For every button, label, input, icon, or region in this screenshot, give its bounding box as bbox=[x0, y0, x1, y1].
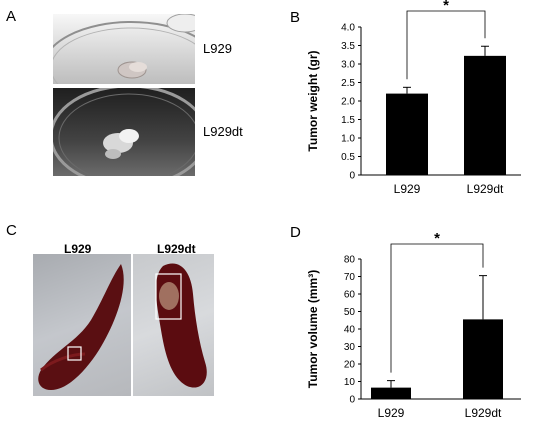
volume-category-label: L929dt bbox=[465, 406, 502, 420]
volume-bar-l929dt bbox=[463, 319, 503, 399]
volume-y-tick-label: 60 bbox=[344, 290, 356, 301]
weight-category-label: L929dt bbox=[467, 182, 504, 196]
spleen-title-l929dt: L929dt bbox=[157, 242, 196, 256]
weight-y-axis-label: Tumor weight (gr) bbox=[306, 50, 320, 151]
weight-bar-l929 bbox=[386, 93, 428, 175]
weight-significance-star: * bbox=[443, 0, 449, 14]
tumor-weight-chart: 0 0.5 1.0 1.5 2.0 2.5 3.0 3.5 4.0 L929 L929dt Tumor… bbox=[306, 0, 521, 196]
tumor-volume-chart: 0 10 20 30 40 50 60 70 80 L929 L929dt Tumor volume … bbox=[306, 230, 521, 420]
volume-bar-l929 bbox=[371, 387, 411, 399]
spleen-right-drawing bbox=[155, 263, 207, 388]
weight-bar-l929dt bbox=[464, 55, 506, 175]
volume-y-axis-label: Tumor volume (mm³) bbox=[306, 270, 320, 388]
volume-category-label: L929 bbox=[378, 406, 405, 420]
weight-y-tick-label: 0.5 bbox=[341, 152, 355, 163]
volume-y-tick-label: 50 bbox=[344, 307, 356, 318]
petri-dish-bottom-drawing bbox=[53, 88, 195, 176]
petri-dish-top-drawing bbox=[53, 14, 195, 84]
petri-dish-photo-l929dt bbox=[53, 88, 195, 176]
volume-y-tick-label: 40 bbox=[344, 325, 356, 336]
tumor-box-right bbox=[155, 273, 182, 320]
volume-significance-star: * bbox=[434, 230, 440, 247]
weight-y-tick-label: 2.0 bbox=[341, 97, 355, 108]
volume-y-tick-label: 80 bbox=[344, 255, 356, 266]
weight-y-tick-label: 3.0 bbox=[341, 60, 355, 71]
spleen-photo-l929 bbox=[33, 254, 131, 396]
spleen-left-drawing bbox=[38, 264, 124, 390]
panel-b-letter: B bbox=[290, 9, 300, 26]
volume-y-tick-label: 10 bbox=[344, 377, 356, 388]
petri-dish-photo-l929 bbox=[53, 14, 195, 84]
weight-y-tick-label: 3.5 bbox=[341, 41, 355, 52]
volume-y-tick-label: 70 bbox=[344, 272, 356, 283]
volume-significance-bracket bbox=[390, 243, 484, 373]
spleen-photo-l929dt bbox=[133, 254, 214, 396]
panel-a-letter: A bbox=[6, 8, 17, 25]
volume-y-tick-label: 30 bbox=[344, 342, 356, 353]
petri-dish-label-l929: L929 bbox=[203, 41, 232, 56]
weight-category-label: L929 bbox=[394, 182, 421, 196]
volume-y-tick-label: 0 bbox=[349, 395, 355, 406]
weight-y-tick-label: 1.5 bbox=[341, 115, 355, 126]
weight-y-tick-label: 0 bbox=[349, 171, 355, 182]
weight-significance-bracket bbox=[406, 10, 486, 80]
panel-d-letter: D bbox=[290, 224, 301, 241]
volume-y-tick-label: 20 bbox=[344, 360, 356, 371]
weight-y-tick-label: 1.0 bbox=[341, 134, 355, 145]
spleen-title-l929: L929 bbox=[64, 242, 92, 256]
weight-y-tick-label: 2.5 bbox=[341, 78, 355, 89]
tumor-box-left bbox=[67, 346, 82, 361]
weight-y-tick-label: 4.0 bbox=[341, 23, 355, 34]
petri-dish-label-l929dt: L929dt bbox=[203, 124, 243, 139]
panel-c-letter: C bbox=[6, 222, 17, 239]
